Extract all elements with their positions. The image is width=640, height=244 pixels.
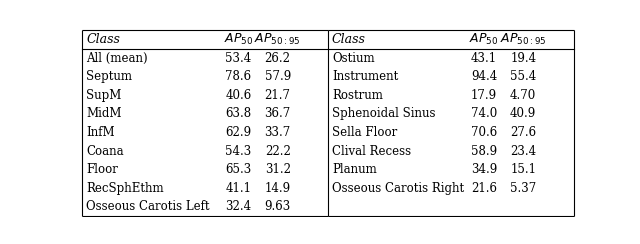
Text: Osseous Carotis Right: Osseous Carotis Right [332,182,464,195]
Text: 53.4: 53.4 [225,52,252,65]
Text: 22.2: 22.2 [265,145,291,158]
Text: 63.8: 63.8 [225,107,252,121]
Text: Floor: Floor [86,163,118,176]
Text: $\mathit{AP}_{50}$: $\mathit{AP}_{50}$ [224,32,253,47]
Text: 9.63: 9.63 [264,200,291,214]
Text: 58.9: 58.9 [471,145,497,158]
Text: 14.9: 14.9 [264,182,291,195]
Text: 21.6: 21.6 [471,182,497,195]
Text: 62.9: 62.9 [225,126,252,139]
Text: 55.4: 55.4 [510,70,536,83]
Text: 26.2: 26.2 [265,52,291,65]
Text: Ostium: Ostium [332,52,374,65]
Text: 43.1: 43.1 [471,52,497,65]
Text: 40.9: 40.9 [510,107,536,121]
Text: 40.6: 40.6 [225,89,252,102]
Text: 74.0: 74.0 [471,107,497,121]
Text: SupM: SupM [86,89,122,102]
Text: InfM: InfM [86,126,115,139]
Text: All (mean): All (mean) [86,52,148,65]
Text: 23.4: 23.4 [510,145,536,158]
Text: Septum: Septum [86,70,132,83]
Text: 27.6: 27.6 [510,126,536,139]
Text: 31.2: 31.2 [265,163,291,176]
Text: Coana: Coana [86,145,124,158]
Text: 32.4: 32.4 [225,200,252,214]
Text: 17.9: 17.9 [471,89,497,102]
Text: Class: Class [86,33,120,46]
Text: Clival Recess: Clival Recess [332,145,411,158]
Text: 5.37: 5.37 [510,182,536,195]
Text: 19.4: 19.4 [510,52,536,65]
Text: 33.7: 33.7 [264,126,291,139]
Text: Planum: Planum [332,163,377,176]
Text: Osseous Carotis Left: Osseous Carotis Left [86,200,210,214]
Text: 41.1: 41.1 [225,182,252,195]
Text: 65.3: 65.3 [225,163,252,176]
Text: $\mathit{AP}_{50:95}$: $\mathit{AP}_{50:95}$ [254,32,301,47]
Text: 54.3: 54.3 [225,145,252,158]
Text: Instrument: Instrument [332,70,398,83]
Text: 94.4: 94.4 [471,70,497,83]
Text: 34.9: 34.9 [471,163,497,176]
Text: MidM: MidM [86,107,122,121]
Text: RecSphEthm: RecSphEthm [86,182,164,195]
Text: Rostrum: Rostrum [332,89,383,102]
Text: 15.1: 15.1 [510,163,536,176]
Text: 36.7: 36.7 [264,107,291,121]
Text: 21.7: 21.7 [265,89,291,102]
Text: 4.70: 4.70 [510,89,536,102]
Text: Class: Class [332,33,366,46]
Text: $\mathit{AP}_{50}$: $\mathit{AP}_{50}$ [469,32,499,47]
Text: Sella Floor: Sella Floor [332,126,397,139]
Text: Sphenoidal Sinus: Sphenoidal Sinus [332,107,435,121]
Text: 57.9: 57.9 [264,70,291,83]
Text: 78.6: 78.6 [225,70,252,83]
Text: $\mathit{AP}_{50:95}$: $\mathit{AP}_{50:95}$ [500,32,547,47]
Text: 70.6: 70.6 [471,126,497,139]
